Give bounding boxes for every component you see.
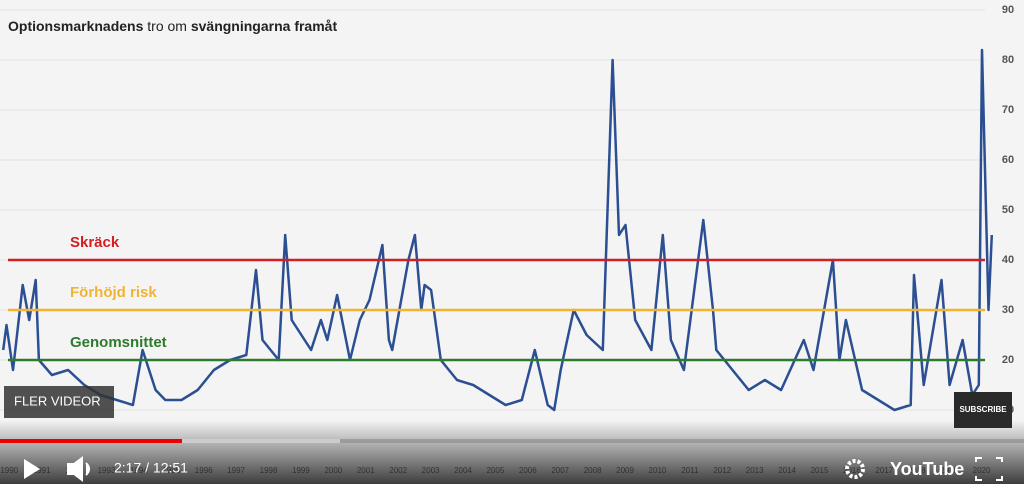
fullscreen-button[interactable]: [975, 457, 1003, 481]
settings-button[interactable]: [845, 459, 865, 479]
y-tick-label: 20: [1002, 354, 1014, 366]
chart-title: Optionsmarknadens tro om svängningarna f…: [8, 18, 337, 34]
threshold-label: Genomsnittet: [70, 334, 167, 351]
subscribe-button[interactable]: [954, 392, 1012, 428]
progress-track[interactable]: [0, 439, 1024, 443]
more-videos-label[interactable]: FLER VIDEOR: [14, 393, 101, 408]
y-tick-label: 60: [1002, 154, 1014, 166]
controls-shade: [0, 420, 1024, 484]
chart: 1020304050607080901990199119921993199419…: [0, 4, 1014, 475]
y-tick-label: 90: [1002, 4, 1014, 16]
volume-button[interactable]: [67, 456, 90, 482]
y-tick-label: 80: [1002, 54, 1014, 66]
threshold-label: Förhöjd risk: [70, 284, 157, 301]
progress-played[interactable]: [0, 439, 182, 443]
play-button[interactable]: [24, 459, 40, 479]
y-tick-label: 40: [1002, 254, 1014, 266]
subscribe-label[interactable]: SUBSCRIBE: [959, 405, 1007, 414]
time-display: 2:17 / 12:51: [114, 460, 188, 476]
y-tick-label: 70: [1002, 104, 1014, 116]
threshold-label: Skräck: [70, 234, 120, 251]
youtube-logo[interactable]: YouTube: [890, 459, 964, 479]
y-tick-label: 50: [1002, 204, 1014, 216]
y-tick-label: 30: [1002, 304, 1014, 316]
data-line: [1, 48, 994, 412]
more-videos-button[interactable]: [4, 386, 114, 418]
